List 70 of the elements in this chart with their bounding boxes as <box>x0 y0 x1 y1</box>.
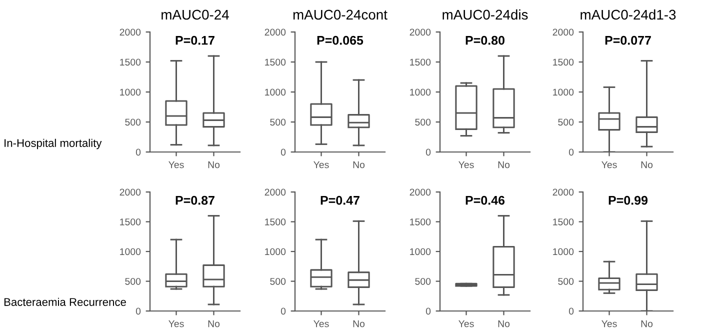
text: Bacteraemia Recurrence <box>4 298 126 306</box>
x-tick-label: Yes <box>458 320 474 328</box>
y-tick-label: 1000 <box>553 88 574 96</box>
y-tick-label: 1000 <box>120 248 141 256</box>
chart-title: mAUC0-24 <box>162 10 229 20</box>
y-tick-label: 2000 <box>120 188 141 196</box>
annotation: P=0.065 <box>317 36 364 45</box>
y-tick-label: 1500 <box>410 58 431 66</box>
y-tick-label: 500 <box>125 118 141 126</box>
y-tick-label: 1500 <box>120 218 141 226</box>
y-tick-label: 500 <box>558 118 574 126</box>
y-tick-label: 1000 <box>120 88 141 96</box>
y-tick-label: 1000 <box>410 248 431 256</box>
y-tick-label: 0 <box>426 148 431 156</box>
y-tick-label: 2000 <box>552 188 574 196</box>
y-tick-label: 0 <box>568 308 574 315</box>
y-tick-label: 1000 <box>265 88 286 96</box>
chart-title: mAUC0-24dis <box>442 9 528 20</box>
x-tick-label: Yes <box>168 320 184 328</box>
x-tick-label: No <box>498 161 510 168</box>
y-tick-label: 1500 <box>120 58 141 66</box>
annotation: P=0.46 <box>466 196 505 205</box>
y-tick-label: 500 <box>415 278 431 285</box>
chart-title: mAUC0-24cont <box>293 10 388 20</box>
y-tick-label: 500 <box>558 278 574 285</box>
y-tick-label: 1500 <box>410 218 431 226</box>
x-tick-label: No <box>353 320 365 328</box>
y-tick-label: 1000 <box>553 248 574 256</box>
y-tick-label: 0 <box>568 148 574 156</box>
annotation: P=0.17 <box>176 36 214 45</box>
annotation: P=0.87 <box>176 196 214 205</box>
text: In-Hospital mortality <box>4 138 102 150</box>
annotation: P=0.077 <box>605 36 651 45</box>
y-tick-label: 0 <box>280 148 286 156</box>
x-tick-label: No <box>498 320 510 328</box>
x-tick-label: No <box>208 161 220 168</box>
x-tick-label: No <box>353 161 365 168</box>
y-tick-label: 0 <box>426 308 431 315</box>
y-tick-label: 2000 <box>264 28 286 36</box>
y-tick-label: 2000 <box>264 188 286 196</box>
y-tick-label: 2000 <box>552 28 574 36</box>
y-tick-label: 1000 <box>265 248 286 256</box>
y-tick-label: 2000 <box>410 28 431 36</box>
annotation: P=0.80 <box>466 36 504 45</box>
x-tick-label: Yes <box>602 320 617 328</box>
y-tick-label: 0 <box>136 308 141 315</box>
y-tick-label: 500 <box>415 118 431 126</box>
y-tick-label: 1500 <box>553 58 574 66</box>
x-tick-label: No <box>208 320 220 328</box>
x-tick-label: Yes <box>314 161 329 168</box>
x-tick-label: Yes <box>458 161 474 168</box>
y-tick-label: 2000 <box>410 188 431 196</box>
x-tick-label: Yes <box>168 161 184 168</box>
y-tick-label: 500 <box>270 118 286 126</box>
y-tick-label: 1500 <box>265 218 286 226</box>
chart-title: mAUC0-24d1-3 <box>580 9 676 20</box>
y-tick-label: 500 <box>270 278 286 285</box>
annotation: P=0.47 <box>320 196 360 205</box>
x-tick-label: No <box>641 320 653 328</box>
y-tick-label: 0 <box>136 148 141 156</box>
x-tick-label: Yes <box>314 320 329 328</box>
y-tick-label: 500 <box>125 278 141 285</box>
annotation: P=0.99 <box>608 196 648 205</box>
y-tick-label: 1500 <box>265 58 286 66</box>
y-tick-label: 1500 <box>553 218 574 226</box>
y-tick-label: 0 <box>280 308 286 315</box>
x-tick-label: Yes <box>602 161 617 168</box>
x-tick-label: No <box>641 161 653 168</box>
y-tick-label: 1000 <box>410 88 431 96</box>
y-tick-label: 2000 <box>120 28 141 36</box>
